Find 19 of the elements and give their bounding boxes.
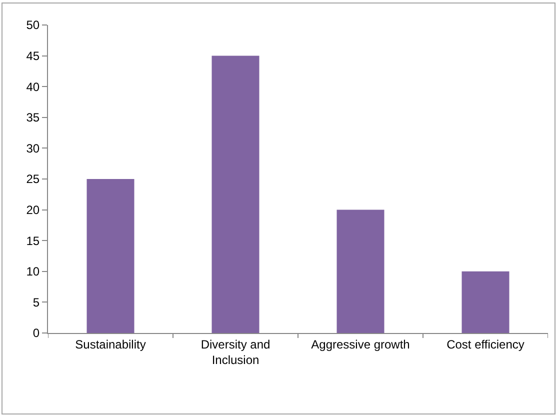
y-tick-label: 25 <box>26 172 40 186</box>
y-tick-label: 40 <box>26 80 40 94</box>
x-tick-label: Sustainability <box>75 337 146 352</box>
bar <box>336 210 384 333</box>
x-tick-label: Aggressive growth <box>311 337 410 352</box>
y-tick-label: 20 <box>26 203 40 217</box>
bar <box>212 56 260 333</box>
x-tick-label: Diversity and Inclusion <box>200 337 270 367</box>
x-tick-label: Cost efficiency <box>446 337 524 352</box>
y-tick-label: 45 <box>26 49 40 63</box>
y-tick-label: 10 <box>26 264 40 279</box>
y-tick-label: 0 <box>32 326 40 340</box>
y-tick-label: 5 <box>32 295 40 310</box>
bar <box>462 271 510 333</box>
bar <box>86 179 134 333</box>
y-tick-label: 15 <box>26 234 40 248</box>
y-tick-label: 50 <box>26 18 40 32</box>
y-tick-label: 30 <box>26 141 40 156</box>
y-tick-label: 35 <box>26 110 40 125</box>
